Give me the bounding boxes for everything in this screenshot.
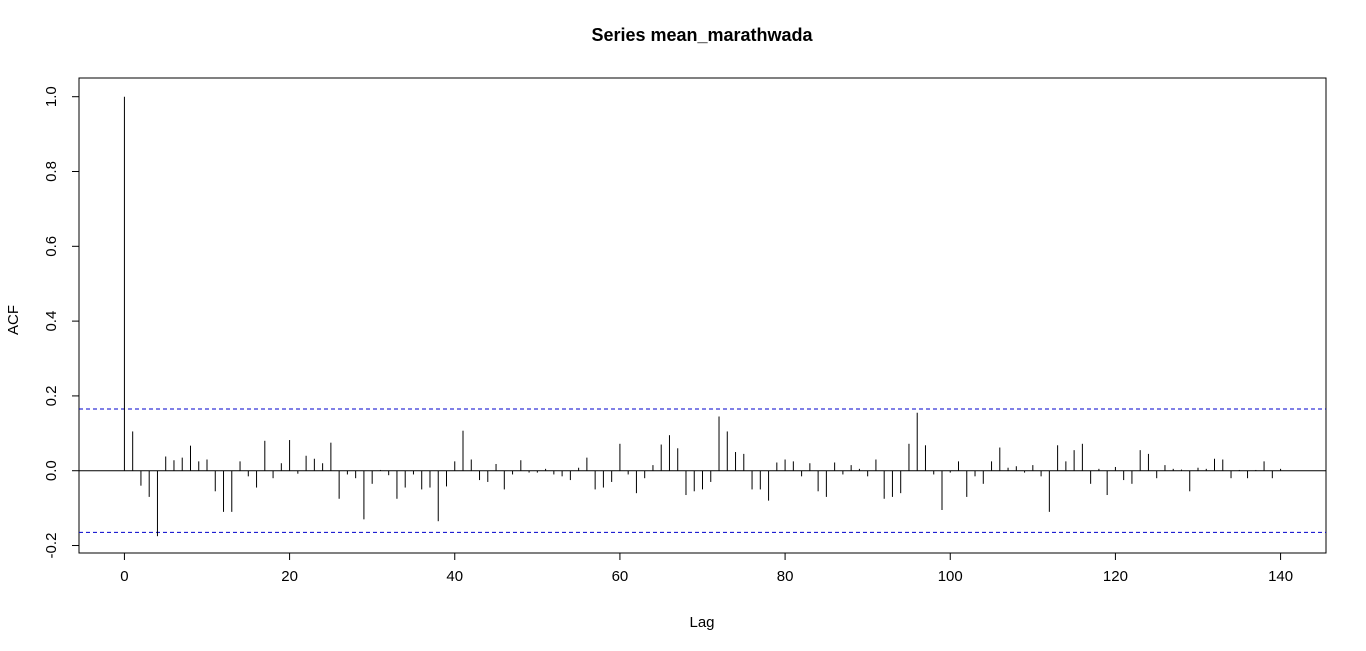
x-tick-label: 40	[446, 568, 463, 585]
y-axis-label: ACF	[5, 305, 22, 335]
y-tick-label: 0.6	[43, 236, 60, 257]
acf-bars	[123, 96, 1282, 537]
x-tick-label: 20	[281, 568, 298, 585]
y-tick-label: 0.8	[43, 161, 60, 182]
y-axis: -0.2 0.0 0.2 0.4 0.6 0.8 1.0	[43, 86, 79, 558]
y-tick-label: -0.2	[43, 533, 60, 559]
x-tick-label: 120	[1103, 568, 1128, 585]
y-tick-label: 0.4	[43, 311, 60, 332]
plot-frame-group	[78, 77, 1327, 554]
x-axis-label: Lag	[689, 614, 714, 631]
x-tick-label: 140	[1268, 568, 1293, 585]
x-axis: 0 20 40 60 80 100 120 140	[120, 553, 1293, 585]
x-tick-label: 100	[938, 568, 963, 585]
x-tick-label: 60	[612, 568, 629, 585]
y-tick-label: 0.2	[43, 385, 60, 406]
y-tick-label: 0.0	[43, 460, 60, 481]
chart-title: Series mean_marathwada	[591, 25, 813, 45]
x-tick-label: 80	[777, 568, 794, 585]
plot-frame	[78, 77, 1327, 554]
x-tick-label: 0	[120, 568, 128, 585]
y-tick-label: 1.0	[43, 86, 60, 107]
